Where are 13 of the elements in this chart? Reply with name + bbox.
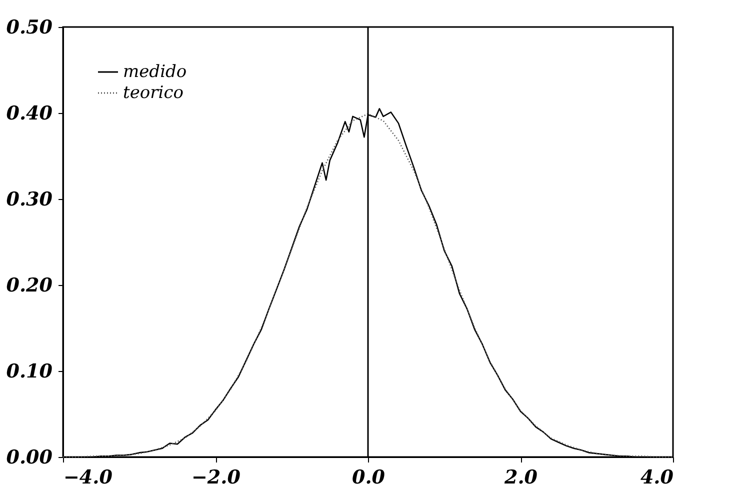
y-tick-label: 0.50 bbox=[6, 16, 52, 38]
x-tick-label: 2.0 bbox=[503, 466, 538, 488]
y-tick-label: 0.20 bbox=[6, 274, 52, 296]
x-tick-label: −4.0 bbox=[64, 466, 112, 488]
x-tick-label: 4.0 bbox=[640, 466, 674, 488]
y-tick-label: 0.00 bbox=[6, 446, 52, 468]
legend-label: medido bbox=[123, 62, 187, 82]
x-tick-label: 0.0 bbox=[352, 466, 386, 488]
y-tick-label: 0.10 bbox=[6, 360, 52, 382]
y-tick-label: 0.40 bbox=[6, 102, 52, 124]
x-tick-label: −2.0 bbox=[192, 466, 240, 488]
legend-label: teorico bbox=[123, 83, 184, 103]
y-tick-label: 0.30 bbox=[6, 188, 52, 210]
